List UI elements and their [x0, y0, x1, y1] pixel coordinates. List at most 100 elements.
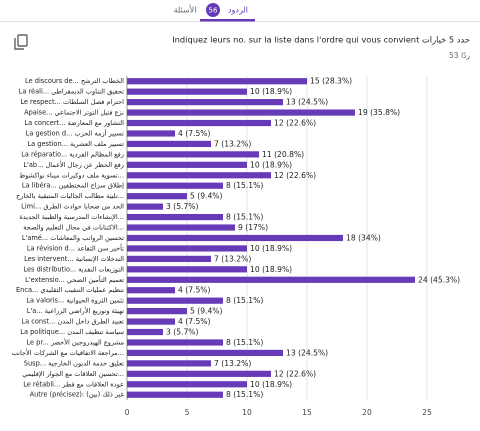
value-label: 13 (24.5%): [286, 98, 328, 107]
bar: [127, 172, 271, 179]
bar: [127, 381, 247, 388]
questions-tab[interactable]: الأسئلة: [174, 5, 197, 15]
x-tick-label: 25: [422, 408, 432, 417]
bar: [127, 318, 175, 325]
bar: [127, 99, 283, 106]
question-title: Indiquez leurs no. sur la liste dans l'o…: [172, 35, 470, 45]
bar: [127, 224, 235, 231]
bar: [127, 339, 223, 346]
bar: [127, 193, 187, 200]
value-label: 8 (15.1%): [226, 181, 263, 190]
copy-icon[interactable]: [14, 34, 28, 50]
value-label: 7 (13.2%): [214, 359, 251, 368]
bar: [127, 88, 247, 95]
value-label: 10 (18.9%): [250, 265, 292, 274]
value-label: 24 (45.3%): [418, 275, 460, 284]
bar: [127, 349, 283, 357]
x-tick-label: 10: [242, 408, 252, 417]
bar: [127, 130, 175, 137]
category-label: Susp... تعليق خدمة الديون الخارجية: [24, 359, 124, 367]
category-label: La const... تعبيد الطرق داخل المدن: [21, 318, 124, 326]
x-tick-label: 0: [125, 408, 130, 417]
category-label: Le respect... احترام فصل السلطات: [20, 98, 124, 106]
category-label: La réali... تحقيق التناوب الديمقراطي: [19, 88, 125, 96]
category-label: الاكتتابات في مجال التعليم والصحة...: [23, 224, 124, 232]
x-tick-label: 15: [302, 408, 312, 417]
bar: [127, 140, 211, 148]
category-label: Autre (précisez): (غير ذلك (بين: [30, 391, 125, 399]
x-tick-label: 20: [362, 408, 372, 417]
value-label: 8 (15.1%): [226, 390, 263, 399]
value-label: 11 (20.8%): [262, 150, 304, 159]
bar: [127, 276, 415, 283]
value-label: 5 (9.4%): [190, 307, 222, 316]
bar: [127, 370, 271, 377]
value-label: 3 (5.7%): [166, 202, 198, 211]
category-label: Le rétabli... عودة العلاقات مع قطر: [23, 380, 124, 388]
category-label: Enca... تنظيم عمليات التنقيب التقليدي: [16, 286, 124, 294]
category-label: Les intervent... التدخلات الإنسانية: [24, 255, 124, 263]
category-label: تلبية مطالب الجاليات المتبقية بالخارج...: [16, 192, 124, 200]
category-label: Les distributio... التوزيعات النقدية: [23, 265, 124, 273]
value-label: 7 (13.2%): [214, 139, 251, 148]
bar: [127, 287, 175, 294]
value-label: 19 (35.8%): [358, 108, 400, 117]
bar: [127, 213, 223, 221]
category-label: La révision d... تأخير سن التقاعد: [27, 243, 124, 252]
value-label: 8 (15.1%): [226, 213, 263, 222]
value-label: 12 (22.6%): [274, 119, 316, 128]
category-label: La concert... التشاور مع المعارضة: [24, 119, 124, 127]
category-label: La gestion d... تسيير أزمة الحزب: [26, 128, 125, 137]
value-label: 10 (18.9%): [250, 87, 292, 96]
response-summary: 53 ردًا: [449, 51, 470, 60]
bar: [127, 297, 223, 304]
category-label: La libéra... إطلاق سراح المختطفين: [22, 182, 124, 190]
value-label: 9 (17%): [238, 223, 268, 232]
bar: [127, 391, 223, 398]
value-label: 4 (7.5%): [178, 317, 210, 326]
category-label: الإنشاءات المدرسية والطبية الجديدة...: [19, 213, 124, 221]
category-label: La politique... سياسة تنظيف المدن: [20, 328, 124, 336]
category-label: Limi... الحد من ضحايا حوادث الطرق: [21, 203, 124, 211]
value-label: 7 (13.2%): [214, 254, 251, 263]
bar: [127, 109, 355, 116]
category-label: L'a... تهيئة وتوزيع الأراضي الزراعية: [27, 306, 124, 315]
value-label: 15 (28.3%): [310, 77, 352, 86]
value-label: 4 (7.5%): [178, 286, 210, 295]
count-badge: [206, 3, 220, 17]
value-label: 13 (24.5%): [286, 348, 328, 357]
category-label: Le pr... مشروع الهيدروجين الأخضر: [26, 337, 124, 346]
bar: [127, 203, 163, 210]
value-label: 4 (7.5%): [178, 129, 210, 138]
responses-tab[interactable]: الردود: [228, 6, 248, 15]
value-label: 8 (15.1%): [226, 338, 263, 347]
bar: [127, 308, 187, 315]
category-label: L'amé... تحسين الرواتب والمعاشات: [22, 234, 124, 242]
category-label: Le discours de... الخطاب الترشح: [25, 77, 124, 85]
value-label: 18 (34%): [346, 233, 381, 242]
bar-chart: 0 5 10 15 20 25 Le discours de... الخطاب الترش…: [12, 76, 460, 417]
category-label: L'ab... رفع الحظر عن رجال الأعمال: [23, 160, 124, 169]
value-label: 10 (18.9%): [250, 160, 292, 169]
value-label: 12 (22.6%): [274, 171, 316, 180]
x-tick-label: 5: [185, 408, 190, 417]
bar: [127, 255, 211, 262]
active-tab-indicator: [200, 19, 255, 22]
category-label: تحسين العلاقات مع الجوار الإقليمي...: [22, 370, 124, 378]
bar: [127, 266, 247, 273]
bar: [127, 182, 223, 189]
value-label: 10 (18.9%): [250, 244, 292, 253]
response-count: 56: [209, 7, 218, 15]
category-label: La réparatio... رفع المظالم الفردية: [21, 150, 124, 158]
category-label: تسوية ملف دوكيرات ميناء نواكشوط...: [19, 171, 124, 179]
bar: [127, 360, 211, 367]
value-label: 8 (15.1%): [226, 296, 263, 305]
value-label: 3 (5.7%): [166, 328, 198, 337]
category-label: Apaise... نزع فتيل التوتر الاجتماعي: [24, 109, 124, 117]
category-label: L'extensio... تعميم التأمين الصحي: [25, 275, 124, 284]
bar: [127, 119, 271, 127]
category-label: La valoris... تثمين الثروة الحيوانية: [26, 297, 124, 305]
bar: [127, 78, 307, 85]
value-label: 5 (9.4%): [190, 192, 222, 201]
